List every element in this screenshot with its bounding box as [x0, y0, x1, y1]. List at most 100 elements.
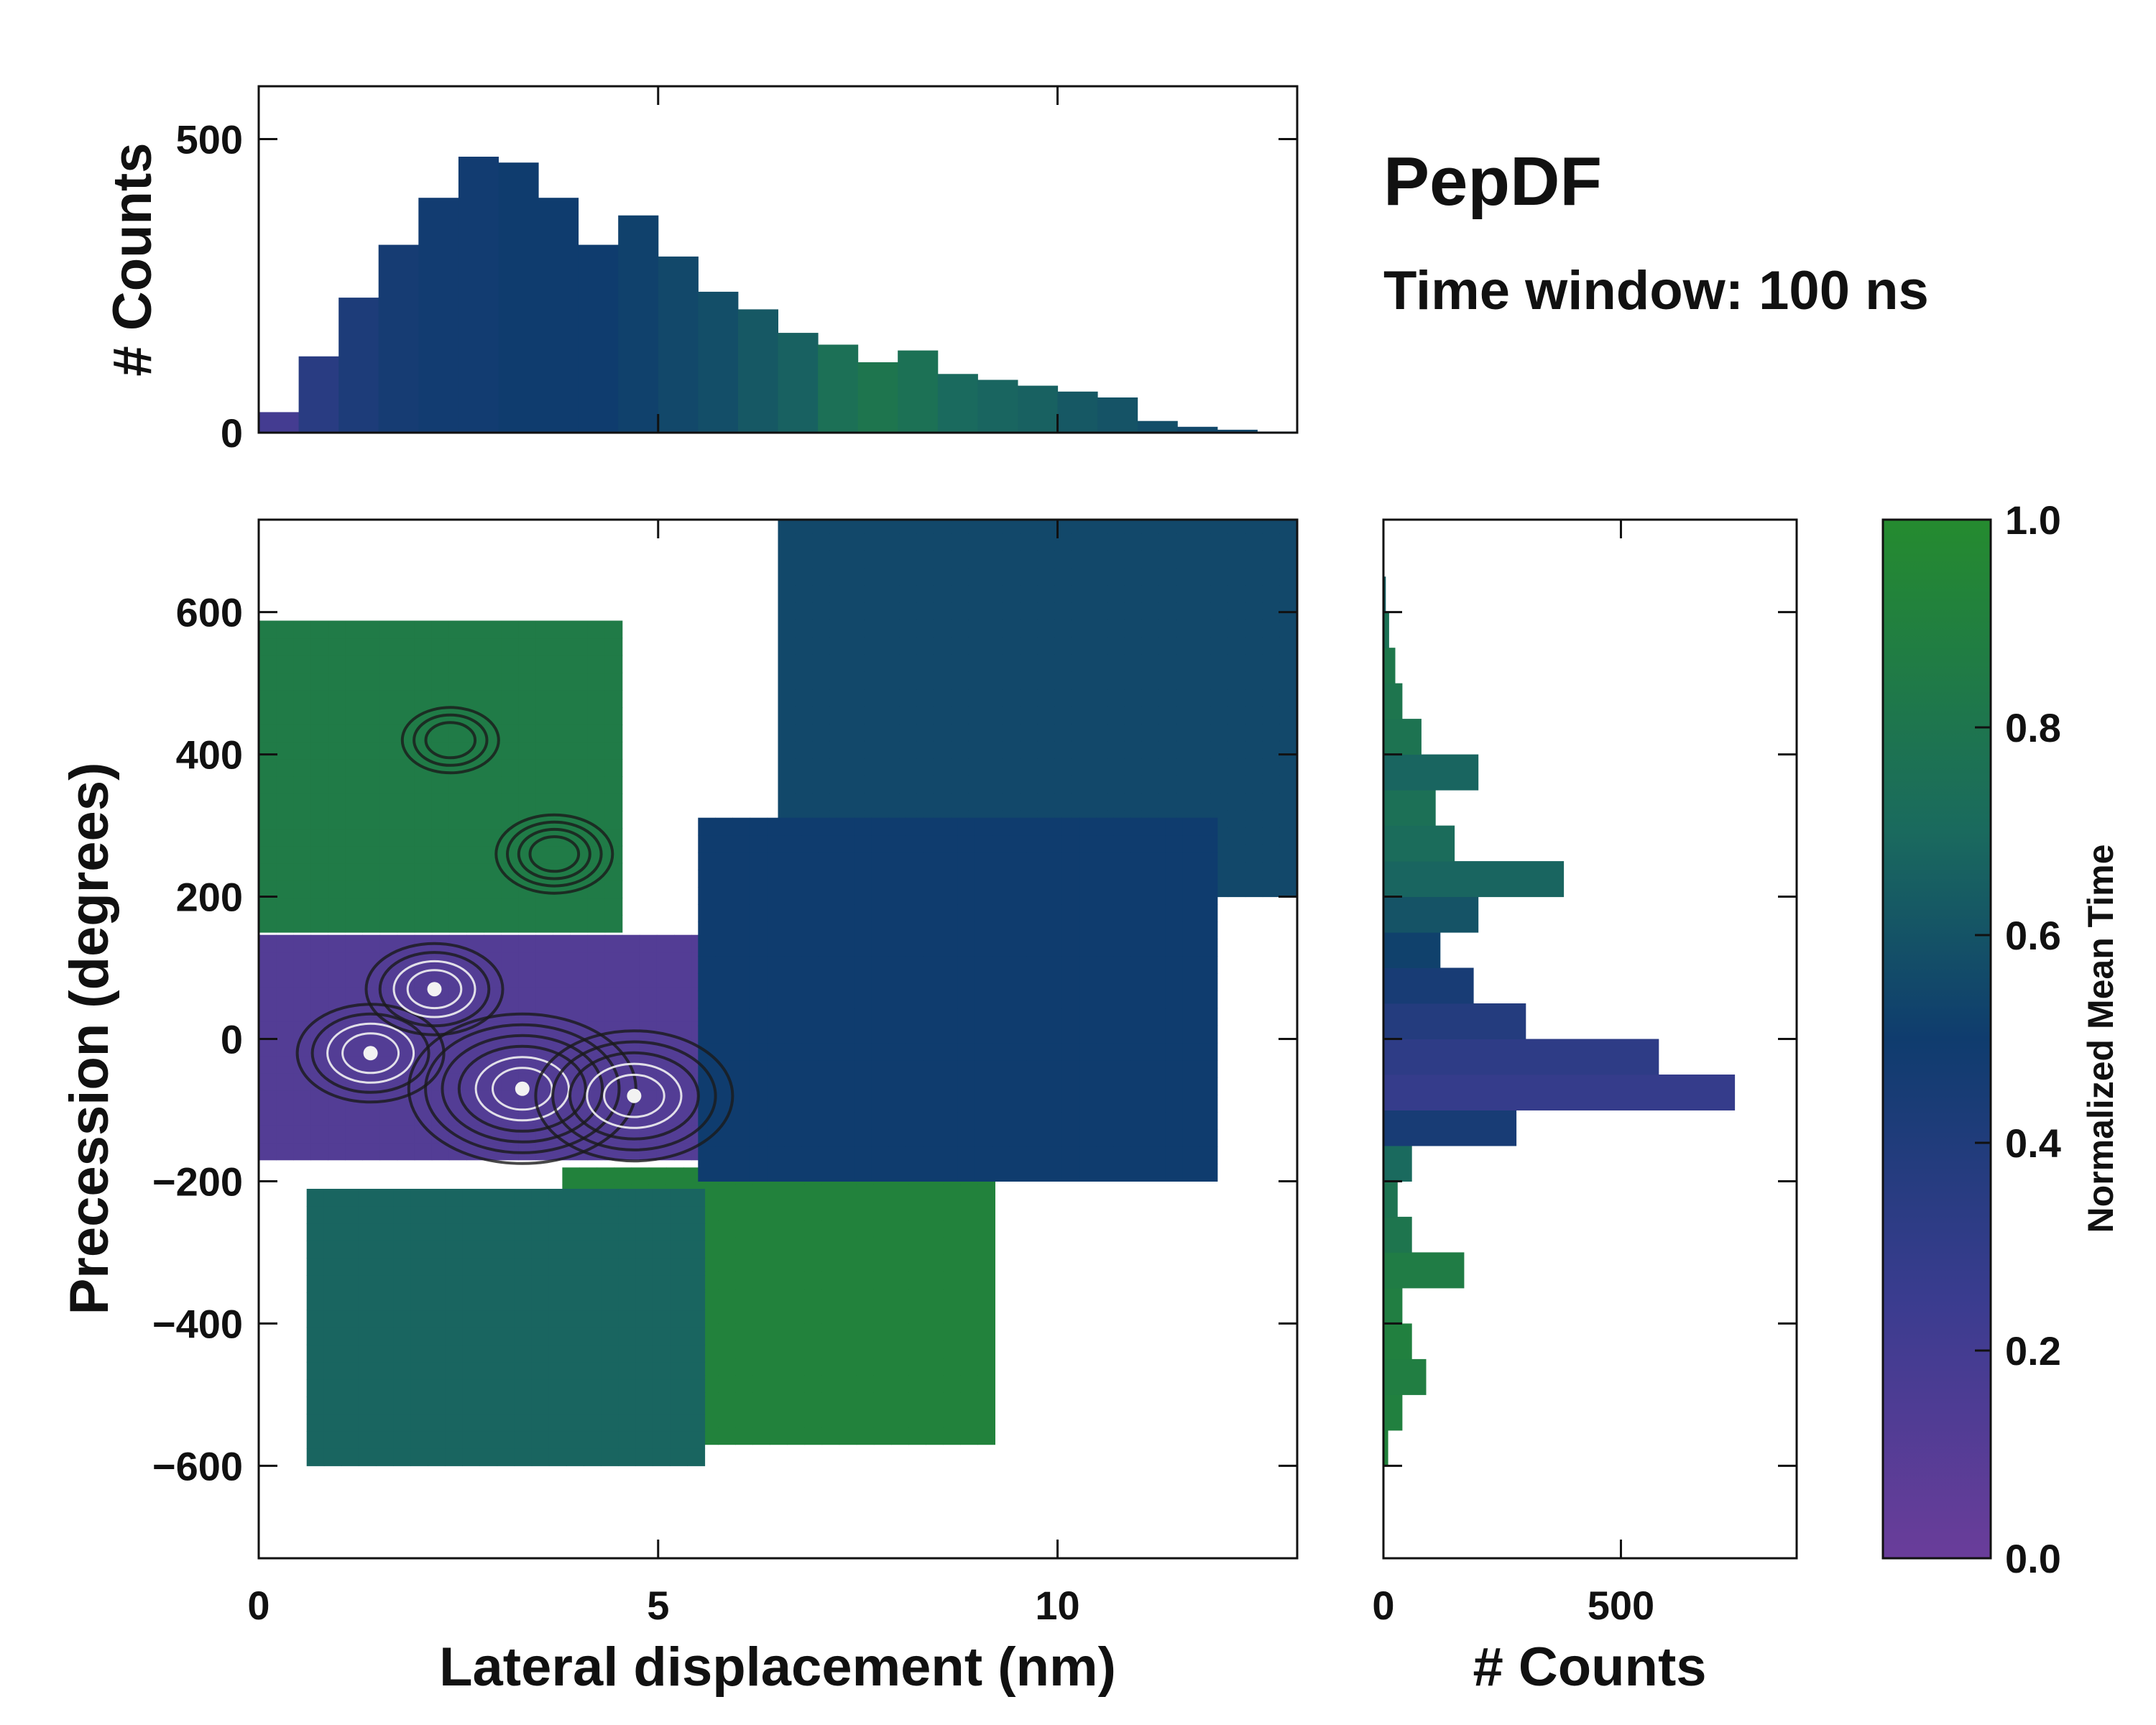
heatmap-cell — [379, 689, 398, 708]
heatmap-cell — [479, 1397, 498, 1414]
heatmap-cell — [448, 776, 467, 794]
heatmap-cell — [1193, 568, 1212, 586]
heatmap-cell — [1227, 671, 1246, 690]
heatmap-cell — [819, 1025, 837, 1044]
heatmap-cell — [1072, 620, 1090, 638]
contour-line — [378, 951, 491, 1028]
contour-line — [407, 1012, 637, 1165]
heatmap-cell — [1199, 817, 1218, 836]
heatmap-cell — [514, 1206, 533, 1224]
heatmap-cell — [535, 776, 553, 794]
heatmap-cell — [341, 1448, 359, 1466]
heatmap-cell — [804, 1375, 823, 1393]
heatmap-cell — [1009, 1129, 1028, 1147]
heatmap-cell — [778, 758, 796, 776]
heatmap-cell — [259, 759, 277, 777]
heatmap-cell — [618, 1241, 636, 1259]
heatmap-cell — [601, 1241, 619, 1259]
heatmap-cell — [847, 776, 865, 794]
heatmap-cell — [1020, 585, 1038, 603]
heatmap-cell — [906, 990, 923, 1009]
heatmap-cell — [715, 852, 733, 870]
heatmap-cell — [584, 1361, 602, 1380]
heatmap-cell — [1107, 520, 1125, 534]
heatmap-cell — [1020, 793, 1038, 811]
heatmap-cell — [864, 793, 883, 811]
heatmap-cell — [975, 1112, 993, 1130]
heatmap-cell — [570, 689, 589, 708]
heatmap-cell — [531, 1431, 550, 1449]
heatmap-cell — [393, 1327, 411, 1346]
heatmap-cell — [1107, 671, 1125, 690]
heatmap-cell — [518, 794, 536, 811]
heatmap-cell — [653, 1448, 671, 1466]
heatmap-cell — [618, 1258, 636, 1276]
heatmap-cell — [1279, 740, 1297, 759]
heatmap-cell — [497, 1292, 515, 1311]
heatmap-cell — [531, 1241, 550, 1259]
heatmap-cell — [888, 921, 906, 939]
heatmap-cell — [1089, 671, 1107, 690]
top-ytick-label: 500 — [176, 117, 243, 162]
heatmap-cell — [618, 1292, 636, 1311]
heatmap-cell — [829, 671, 848, 690]
heatmap-cell — [323, 1414, 342, 1432]
heatmap-cell — [653, 1397, 671, 1414]
heatmap-cell — [923, 990, 941, 1009]
heatmap-cell — [891, 1409, 909, 1428]
heatmap-cell — [784, 990, 803, 1009]
heatmap-cell — [1245, 585, 1263, 603]
heatmap-cell — [804, 1392, 823, 1410]
heatmap-cell — [484, 880, 502, 898]
heatmap-cell — [1165, 956, 1184, 974]
heatmap-cell — [804, 1184, 823, 1202]
heatmap-cell — [829, 723, 848, 742]
heatmap-cell — [345, 1108, 363, 1126]
heatmap-cell — [767, 990, 786, 1009]
heatmap-cell — [1193, 689, 1212, 707]
heatmap-cell — [379, 655, 398, 673]
heatmap-cell — [1003, 637, 1021, 655]
heatmap-cell — [553, 776, 571, 794]
heatmap-cell — [960, 1358, 978, 1376]
heatmap-cell — [1279, 758, 1297, 776]
heatmap-cell — [940, 834, 959, 853]
heatmap-cell — [341, 1310, 359, 1328]
heatmap-cell — [873, 1375, 892, 1393]
heatmap-cell — [1227, 723, 1246, 742]
heatmap-cell — [1182, 817, 1201, 836]
heatmap-cell — [259, 742, 277, 760]
heatmap-cell — [767, 834, 786, 853]
heatmap-cell — [968, 520, 986, 534]
heatmap-cell — [778, 671, 796, 690]
heatmap-cell — [951, 793, 969, 811]
heatmap-cell — [888, 1146, 906, 1164]
heatmap-cell — [397, 707, 415, 725]
heatmap-cell — [379, 1039, 398, 1057]
heatmap-cell — [784, 921, 803, 939]
heatmap-cell — [1165, 869, 1184, 888]
heatmap-cell — [1072, 533, 1090, 551]
heatmap-cell — [479, 1241, 498, 1259]
heatmap-cell — [1037, 550, 1056, 569]
heatmap-cell — [1113, 834, 1131, 853]
heatmap-cell — [604, 672, 623, 691]
heatmap-cell — [1199, 852, 1218, 870]
heatmap-cell — [276, 862, 294, 881]
heatmap-cell — [871, 1129, 889, 1147]
top-histogram-bar — [1177, 426, 1218, 433]
heatmap-cell — [1245, 568, 1263, 586]
heatmap-cell — [1079, 852, 1097, 870]
heatmap-cell — [864, 671, 883, 690]
heatmap-cell — [908, 1254, 926, 1272]
heatmap-cell — [856, 1323, 875, 1341]
heatmap-cell — [926, 1409, 944, 1428]
heatmap-cell — [821, 1271, 840, 1289]
heatmap-cell — [1003, 620, 1021, 638]
heatmap-cell — [670, 1275, 688, 1293]
heatmap-cell — [899, 585, 917, 603]
heatmap-cell — [1020, 723, 1038, 742]
heatmap-cell — [829, 568, 848, 586]
heatmap-cell — [882, 706, 900, 724]
heatmap-cell — [1113, 1129, 1131, 1147]
